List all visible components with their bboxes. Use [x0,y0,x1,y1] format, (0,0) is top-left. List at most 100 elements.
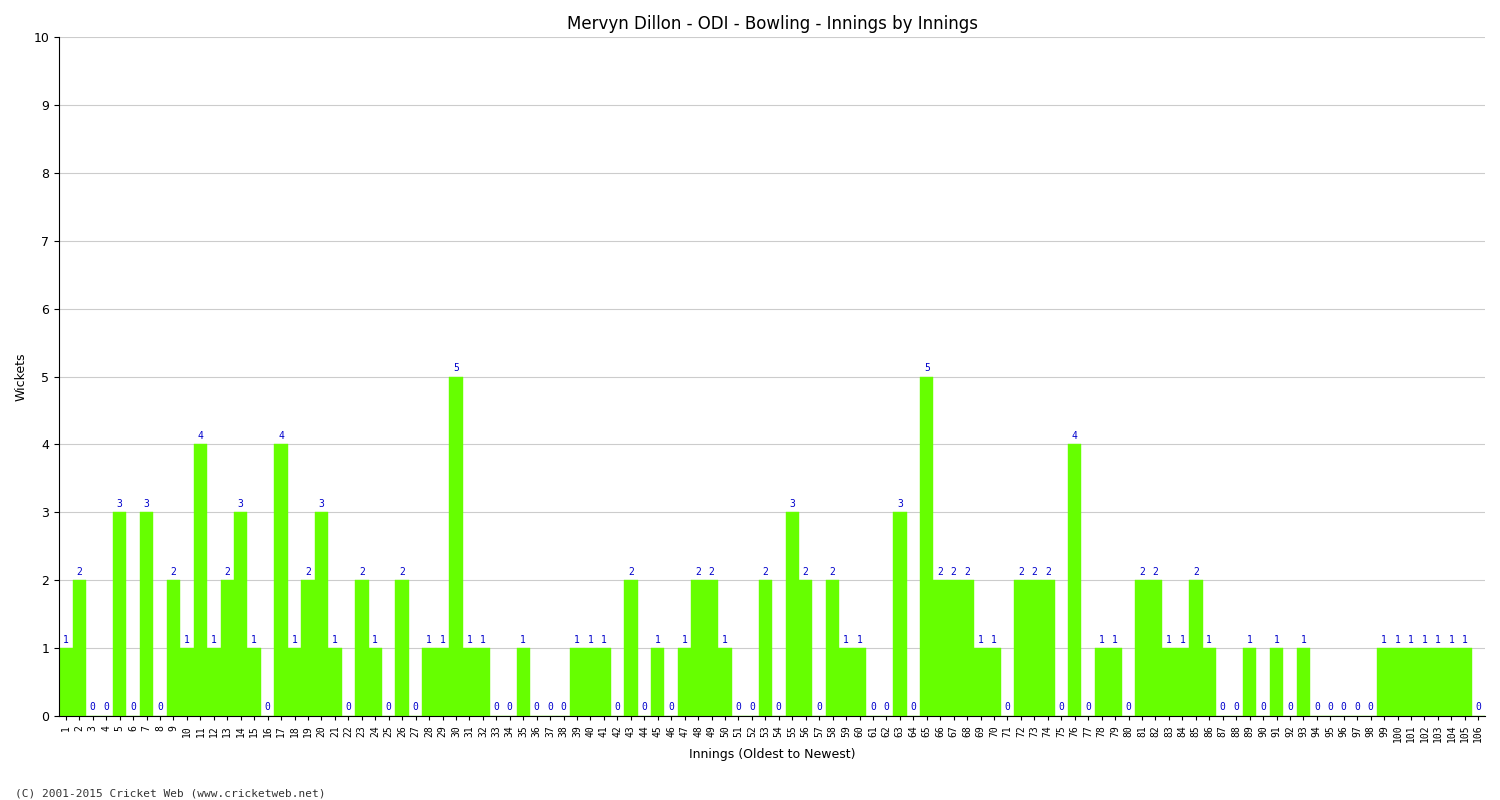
Text: 1: 1 [1436,634,1442,645]
Bar [651,648,664,716]
Text: 2: 2 [964,566,970,577]
Bar [369,648,382,716]
Bar [920,377,933,716]
Bar [1149,580,1162,716]
Bar [1270,648,1282,716]
Bar [72,580,86,716]
Text: 2: 2 [938,566,944,577]
Bar [892,512,906,716]
Text: 2: 2 [358,566,364,577]
Text: 2: 2 [1192,566,1198,577]
Bar [718,648,732,716]
Text: 3: 3 [238,499,243,509]
Text: 1: 1 [426,634,432,645]
Text: 1: 1 [722,634,728,645]
Bar [1095,648,1108,716]
Bar [423,648,436,716]
Bar [436,648,448,716]
Bar [328,648,342,716]
Text: 2: 2 [76,566,82,577]
Text: 3: 3 [789,499,795,509]
Text: 3: 3 [318,499,324,509]
Bar [1176,648,1190,716]
Text: 2: 2 [171,566,177,577]
Text: 1: 1 [1395,634,1401,645]
Bar [1418,648,1431,716]
Bar [987,648,1000,716]
Bar [960,580,974,716]
Text: 2: 2 [708,566,714,577]
Text: 1: 1 [843,634,849,645]
Text: 1: 1 [656,634,660,645]
Text: 2: 2 [1138,566,1144,577]
Bar [584,648,597,716]
Bar [194,445,207,716]
Text: 0: 0 [1341,702,1347,712]
Text: 1: 1 [1166,634,1172,645]
Text: 1: 1 [856,634,862,645]
Text: 1: 1 [681,634,687,645]
Text: 0: 0 [1260,702,1266,712]
Bar [1377,648,1390,716]
Bar [933,580,946,716]
Bar [624,580,638,716]
Text: 0: 0 [1328,702,1334,712]
Text: 0: 0 [561,702,567,712]
Bar [274,445,288,716]
Text: 1: 1 [1206,634,1212,645]
Text: 0: 0 [130,702,136,712]
Text: 1: 1 [372,634,378,645]
Text: (C) 2001-2015 Cricket Web (www.cricketweb.net): (C) 2001-2015 Cricket Web (www.cricketwe… [15,788,326,798]
Bar [1296,648,1310,716]
Text: 2: 2 [304,566,310,577]
Bar [1136,580,1149,716]
Text: 0: 0 [870,702,876,712]
Text: 1: 1 [992,634,998,645]
Bar [570,648,584,716]
Bar [1014,580,1028,716]
Text: 0: 0 [642,702,646,712]
Text: 0: 0 [816,702,822,712]
Bar [1404,648,1417,716]
Bar [166,580,180,716]
Bar [946,580,960,716]
Text: 1: 1 [978,634,984,645]
Text: 0: 0 [413,702,419,712]
Text: 3: 3 [897,499,903,509]
Text: 1: 1 [574,634,580,645]
Text: 0: 0 [884,702,890,712]
X-axis label: Innings (Oldest to Newest): Innings (Oldest to Newest) [688,748,855,761]
Text: 0: 0 [1220,702,1226,712]
Bar [112,512,126,716]
Bar [786,512,800,716]
Text: 0: 0 [776,702,782,712]
Bar [1244,648,1257,716]
Text: 0: 0 [345,702,351,712]
Text: 1: 1 [588,634,594,645]
Text: 1: 1 [1382,634,1388,645]
Text: 0: 0 [158,702,164,712]
Text: 1: 1 [1449,634,1455,645]
Bar [1068,445,1082,716]
Text: 3: 3 [117,499,123,509]
Text: 4: 4 [198,431,204,441]
Text: 0: 0 [1368,702,1374,712]
Bar [396,580,410,716]
Text: 0: 0 [748,702,754,712]
Text: 1: 1 [1300,634,1306,645]
Bar [1444,648,1458,716]
Text: 2: 2 [1046,566,1052,577]
Bar [705,580,718,716]
Text: 1: 1 [63,634,69,645]
Text: 2: 2 [694,566,700,577]
Text: 1: 1 [520,634,526,645]
Bar [448,377,462,716]
Text: 0: 0 [1476,702,1480,712]
Text: 0: 0 [548,702,554,712]
Text: 1: 1 [1422,634,1428,645]
Bar [516,648,530,716]
Text: 1: 1 [1408,634,1414,645]
Bar [800,580,813,716]
Text: 0: 0 [264,702,270,712]
Text: 0: 0 [534,702,540,712]
